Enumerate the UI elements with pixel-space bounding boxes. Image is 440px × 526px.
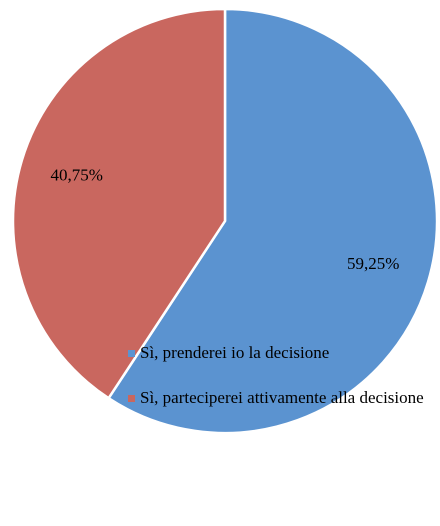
legend-swatch xyxy=(128,350,135,357)
pie-slice xyxy=(11,7,227,400)
data-label: 40,75% xyxy=(51,166,103,185)
legend-label: Sì, parteciperei attivamente alla decisi… xyxy=(140,388,424,407)
pie-slice xyxy=(106,7,439,435)
data-label: 59,25% xyxy=(347,254,399,273)
legend-label: Sì, prenderei io la decisione xyxy=(140,343,329,362)
legend-swatch xyxy=(128,395,135,402)
